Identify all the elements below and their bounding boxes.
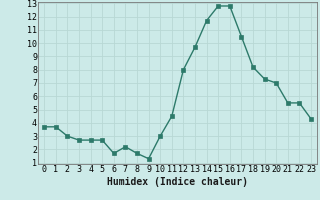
X-axis label: Humidex (Indice chaleur): Humidex (Indice chaleur)	[107, 177, 248, 187]
